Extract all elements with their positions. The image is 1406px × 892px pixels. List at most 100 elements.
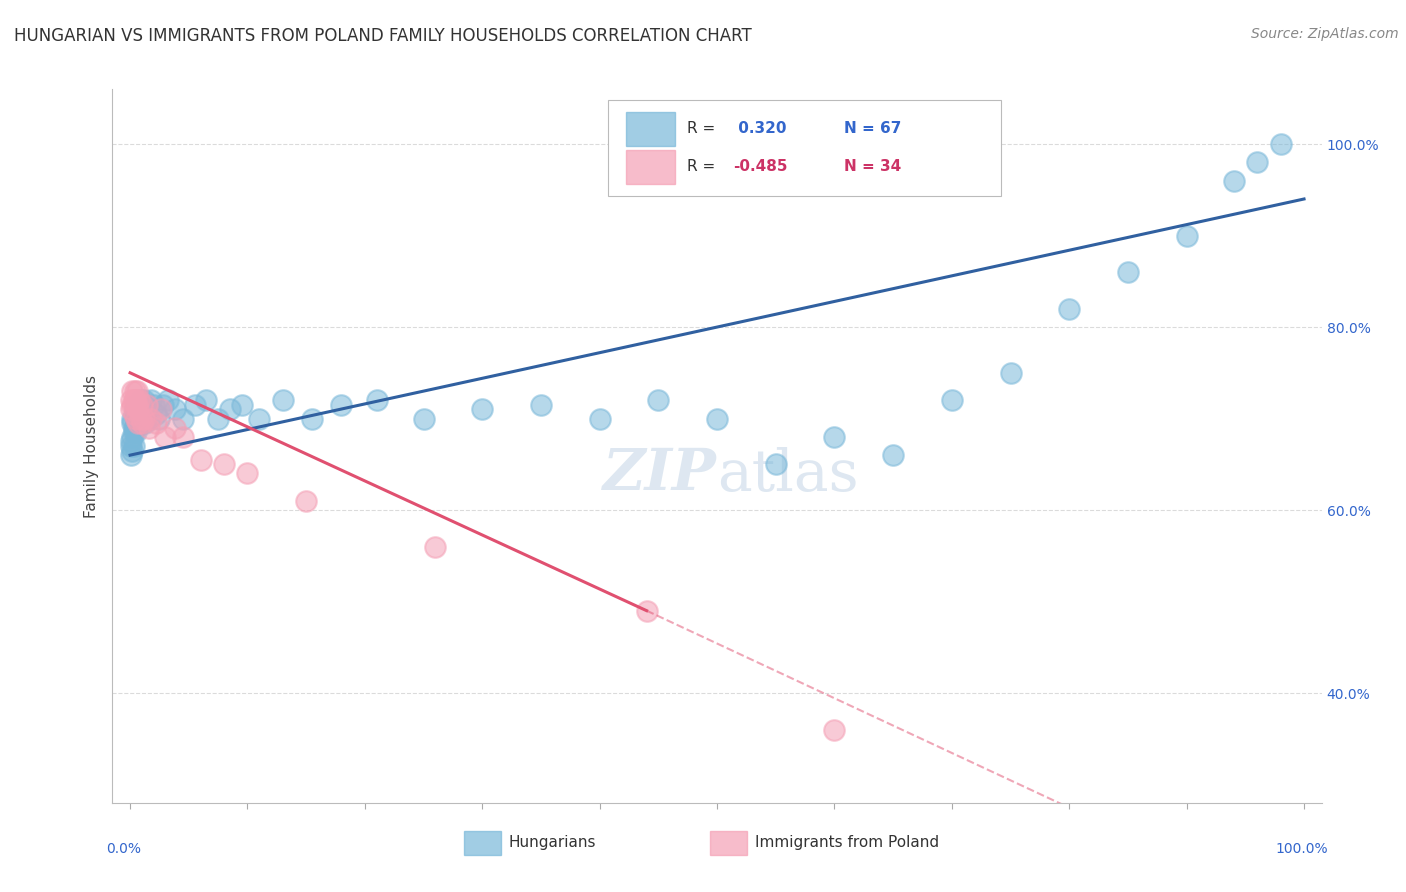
Point (127, 402, 149, 417)
Text: atlas: atlas (717, 447, 859, 502)
Point (142, 398, 165, 412)
Point (141, 411, 163, 425)
FancyBboxPatch shape (626, 112, 675, 146)
Point (120, 448, 142, 462)
FancyBboxPatch shape (626, 150, 675, 184)
Point (1246, 155, 1268, 169)
Point (882, 448, 904, 462)
Point (127, 402, 149, 417)
Point (122, 393, 145, 408)
Point (122, 420, 145, 434)
Text: N = 34: N = 34 (844, 160, 901, 175)
Point (129, 393, 152, 408)
Point (122, 439, 145, 453)
Text: HUNGARIAN VS IMMIGRANTS FROM POLAND FAMILY HOUSEHOLDS CORRELATION CHART: HUNGARIAN VS IMMIGRANTS FROM POLAND FAMI… (14, 27, 752, 45)
Point (127, 416, 149, 430)
Point (141, 393, 163, 408)
Point (125, 411, 148, 425)
Point (127, 411, 149, 425)
Text: -0.485: -0.485 (733, 160, 787, 175)
Point (134, 416, 156, 430)
Point (823, 723, 845, 737)
Point (128, 393, 150, 408)
Point (471, 402, 494, 417)
Point (129, 411, 152, 425)
Point (530, 398, 553, 412)
Point (1222, 174, 1244, 188)
Point (124, 398, 146, 412)
Point (148, 411, 170, 425)
Point (120, 402, 142, 417)
Point (823, 430, 845, 444)
Point (132, 411, 155, 425)
Point (706, 411, 728, 425)
Point (121, 443, 143, 458)
Point (172, 430, 194, 444)
Point (121, 398, 143, 412)
Point (152, 398, 174, 412)
Point (127, 416, 149, 430)
Point (366, 393, 388, 408)
Point (138, 420, 160, 434)
Text: R =: R = (686, 121, 720, 136)
Point (247, 411, 270, 425)
Point (1116, 265, 1139, 279)
Point (155, 430, 177, 444)
Point (131, 398, 153, 412)
Point (636, 604, 658, 618)
Point (128, 398, 150, 412)
Point (127, 398, 149, 412)
Point (183, 398, 205, 412)
Point (121, 411, 143, 425)
Point (125, 411, 148, 425)
Point (1175, 228, 1198, 243)
Point (149, 402, 172, 417)
Point (125, 425, 148, 440)
Point (207, 411, 229, 425)
Point (121, 416, 143, 430)
Point (765, 458, 787, 472)
Text: 0.0%: 0.0% (107, 842, 142, 856)
Point (301, 411, 323, 425)
Point (134, 393, 156, 408)
Point (295, 494, 318, 508)
Point (941, 393, 963, 408)
Point (135, 398, 157, 412)
Point (120, 439, 142, 453)
Point (122, 425, 145, 440)
Point (1057, 301, 1080, 316)
Point (134, 411, 156, 425)
Point (330, 398, 353, 412)
Point (231, 398, 253, 412)
Point (121, 384, 143, 398)
Point (125, 398, 148, 412)
Point (129, 411, 152, 425)
Point (127, 407, 149, 421)
Text: Immigrants from Poland: Immigrants from Poland (755, 836, 939, 850)
Text: R =: R = (686, 160, 720, 175)
Text: 0.320: 0.320 (733, 121, 786, 136)
Point (125, 393, 148, 408)
Point (120, 434, 142, 449)
Point (131, 416, 153, 430)
Point (131, 416, 153, 430)
Point (218, 402, 240, 417)
Point (212, 458, 235, 472)
Point (121, 430, 143, 444)
Text: Hungarians: Hungarians (509, 836, 596, 850)
Point (122, 407, 145, 421)
Point (145, 416, 167, 430)
Point (138, 411, 160, 425)
Point (127, 416, 149, 430)
Point (127, 384, 149, 398)
Point (131, 402, 153, 417)
Point (128, 407, 150, 421)
Y-axis label: Family Households: Family Households (84, 375, 100, 517)
Text: ZIP: ZIP (603, 446, 717, 503)
Point (120, 393, 142, 408)
Point (145, 407, 167, 421)
Point (647, 393, 669, 408)
Point (136, 402, 159, 417)
Point (124, 420, 146, 434)
Point (271, 393, 294, 408)
